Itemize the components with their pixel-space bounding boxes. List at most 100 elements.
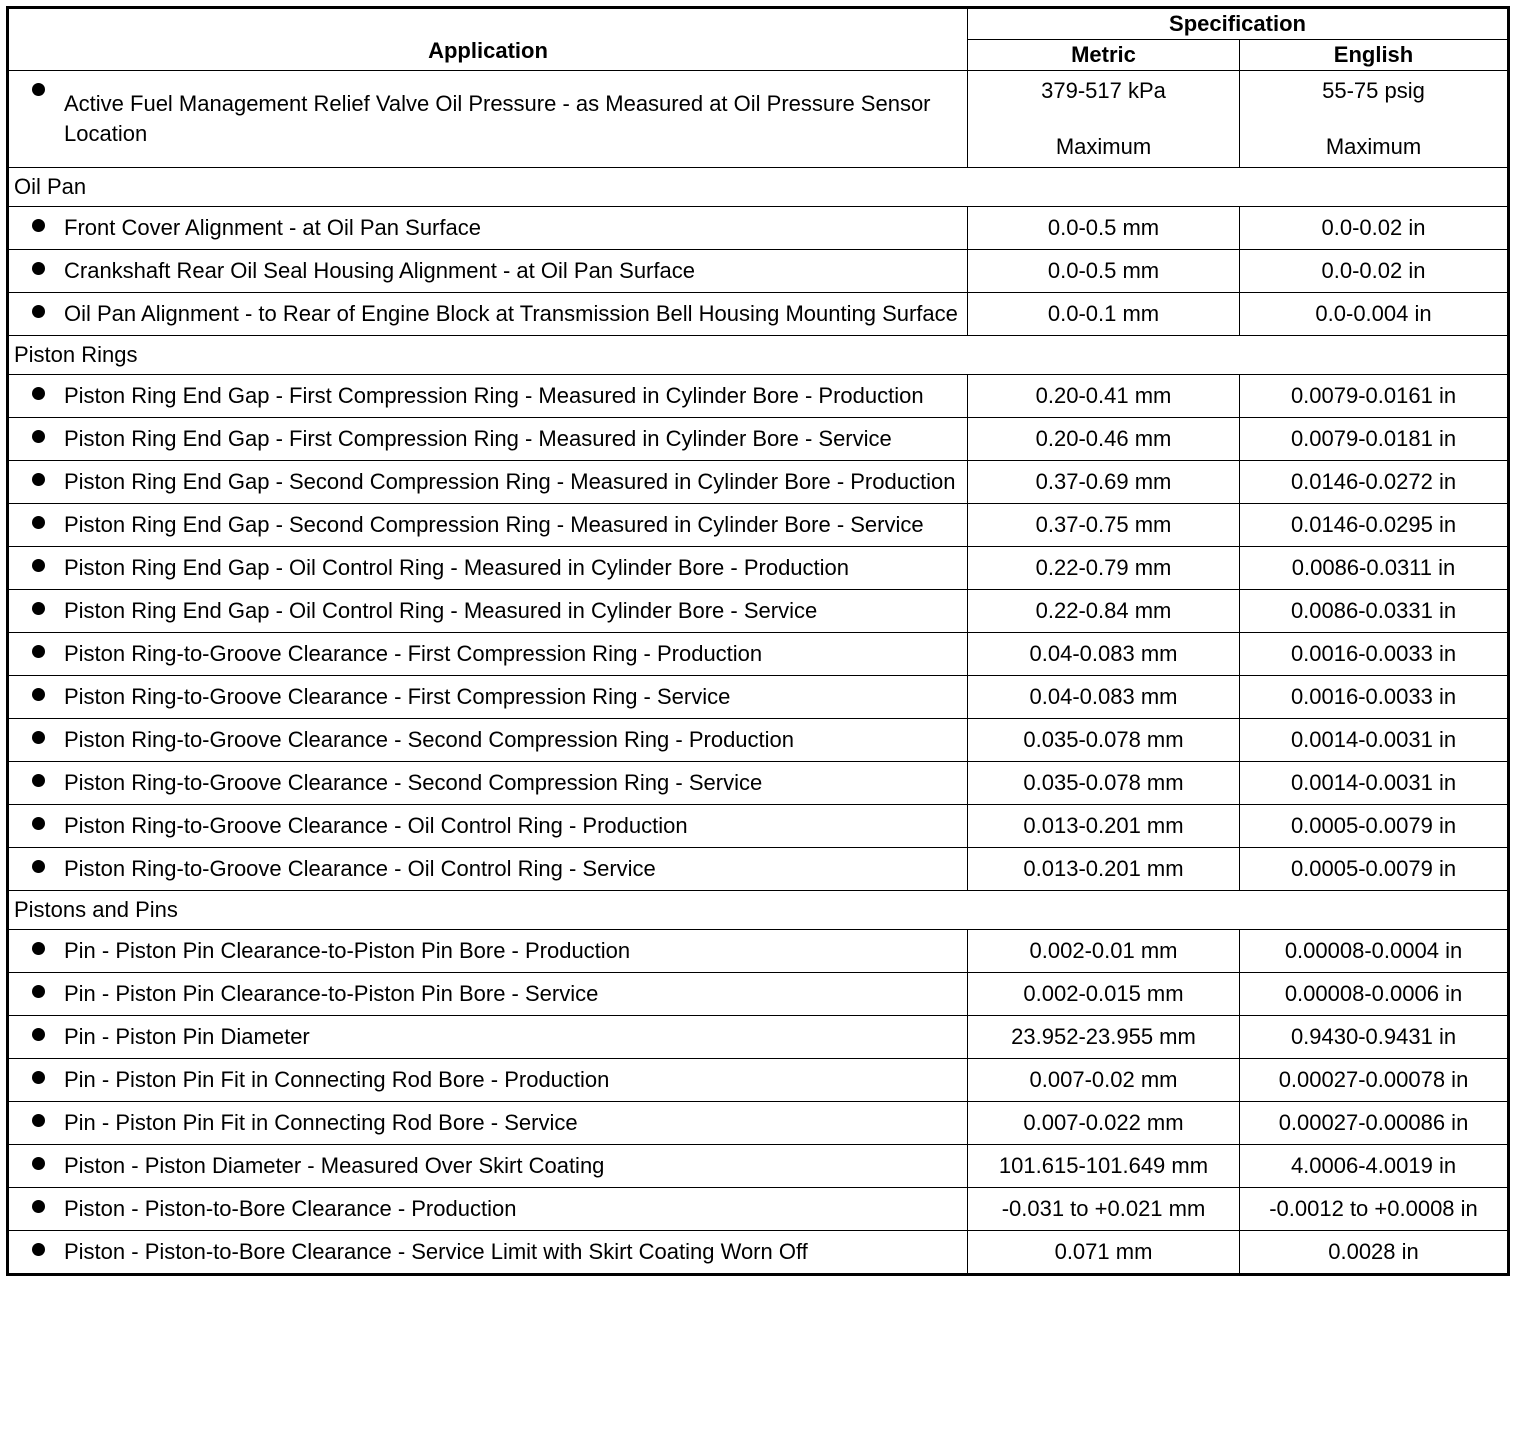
bullet-icon (32, 1114, 45, 1127)
table-row: Oil Pan Alignment - to Rear of Engine Bl… (7, 292, 1510, 336)
metric-cell: 0.002-0.01 mm (967, 929, 1240, 973)
bullet-icon (32, 1157, 45, 1170)
metric-value: 0.37-0.75 mm (1035, 512, 1172, 537)
bullet-icon (32, 942, 45, 955)
metric-value: 0.04-0.083 mm (1029, 641, 1178, 666)
metric-value: 0.20-0.46 mm (1035, 426, 1172, 451)
bullet-icon (32, 305, 45, 318)
english-cell: 0.0014-0.0031 in (1238, 718, 1510, 762)
english-value: 0.0028 in (1328, 1239, 1419, 1264)
application-cell: Piston Ring End Gap - First Compression … (7, 374, 968, 418)
table-row: Piston - Piston Diameter - Measured Over… (7, 1144, 1510, 1188)
english-value: 0.0079-0.0181 in (1290, 426, 1457, 451)
metric-value: 23.952-23.955 mm (1011, 1024, 1196, 1049)
metric-value: 0.04-0.083 mm (1029, 684, 1178, 709)
english-cell: 55-75 psig Maximum (1238, 70, 1510, 168)
application-cell: Active Fuel Management Relief Valve Oil … (7, 70, 968, 168)
metric-value: 0.22-0.79 mm (1035, 555, 1172, 580)
metric-value: 0.071 mm (1054, 1239, 1153, 1264)
bullet-icon (32, 387, 45, 400)
metric-value: 0.002-0.01 mm (1029, 938, 1178, 963)
metric-cell: 0.04-0.083 mm (967, 632, 1240, 676)
metric-note: Maximum (1055, 134, 1152, 159)
application-text: Active Fuel Management Relief Valve Oil … (64, 91, 931, 146)
english-value: 0.0014-0.0031 in (1290, 727, 1457, 752)
metric-value: 101.615-101.649 mm (998, 1153, 1209, 1178)
application-cell: Piston Ring End Gap - Second Compression… (7, 503, 968, 547)
table-row: Piston Ring End Gap - First Compression … (7, 417, 1510, 461)
application-text: Pin - Piston Pin Clearance-to-Piston Pin… (64, 938, 631, 963)
english-cell: 0.0016-0.0033 in (1238, 632, 1510, 676)
metric-cell: 0.20-0.41 mm (967, 374, 1240, 418)
application-text: Crankshaft Rear Oil Seal Housing Alignme… (64, 258, 695, 283)
table-row: Crankshaft Rear Oil Seal Housing Alignme… (7, 249, 1510, 293)
table-row: Piston Ring-to-Groove Clearance - Second… (7, 761, 1510, 805)
bullet-icon (32, 262, 45, 275)
bullet-icon (32, 688, 45, 701)
english-header: English (1238, 39, 1510, 71)
english-cell: 0.9430-0.9431 in (1238, 1015, 1510, 1059)
english-value: 0.0014-0.0031 in (1290, 770, 1457, 795)
specification-table: Application Specification Metric English… (6, 6, 1511, 1276)
metric-cell: 23.952-23.955 mm (967, 1015, 1240, 1059)
table-row: Piston - Piston-to-Bore Clearance - Serv… (7, 1230, 1510, 1275)
metric-cell: 379-517 kPa Maximum (967, 70, 1240, 168)
application-text: Piston Ring-to-Groove Clearance - First … (64, 641, 763, 666)
bullet-icon (32, 473, 45, 486)
english-value: 0.0-0.02 in (1321, 215, 1426, 240)
bullet-icon (32, 602, 45, 615)
table-row: Piston Ring End Gap - Second Compression… (7, 503, 1510, 547)
metric-value: 0.007-0.022 mm (1023, 1110, 1184, 1135)
application-text: Piston Ring-to-Groove Clearance - Second… (64, 727, 795, 752)
application-cell: Piston - Piston-to-Bore Clearance - Serv… (7, 1230, 968, 1275)
application-text: Piston Ring End Gap - First Compression … (64, 383, 924, 408)
application-cell: Piston Ring-to-Groove Clearance - Second… (7, 718, 968, 762)
section-label: Piston Rings (6, 335, 1510, 375)
english-value: 4.0006-4.0019 in (1290, 1153, 1457, 1178)
english-cell: 0.0-0.02 in (1238, 249, 1510, 293)
metric-value: -0.031 to +0.021 mm (1001, 1196, 1206, 1221)
section-row: Piston Rings (6, 335, 1510, 375)
table-row: Piston Ring-to-Groove Clearance - Second… (7, 718, 1510, 762)
table-row: Piston Ring End Gap - Oil Control Ring -… (7, 546, 1510, 590)
section-row: Pistons and Pins (6, 890, 1510, 930)
metric-cell: 0.007-0.02 mm (967, 1058, 1240, 1102)
application-text: Pin - Piston Pin Fit in Connecting Rod B… (64, 1110, 578, 1135)
application-cell: Pin - Piston Pin Fit in Connecting Rod B… (7, 1058, 968, 1102)
metric-value: 0.0-0.1 mm (1047, 301, 1160, 326)
bullet-icon (32, 985, 45, 998)
metric-header: Metric (967, 39, 1240, 71)
table-row: Piston Ring End Gap - First Compression … (7, 374, 1510, 418)
metric-cell: 0.013-0.201 mm (967, 804, 1240, 848)
bullet-icon (32, 430, 45, 443)
metric-cell: 0.20-0.46 mm (967, 417, 1240, 461)
application-text: Piston Ring-to-Groove Clearance - Second… (64, 770, 763, 795)
bullet-icon (32, 645, 45, 658)
table-row: Pin - Piston Pin Clearance-to-Piston Pin… (7, 972, 1510, 1016)
application-cell: Piston Ring-to-Groove Clearance - Oil Co… (7, 847, 968, 891)
english-cell: 0.0146-0.0295 in (1238, 503, 1510, 547)
application-text: Pin - Piston Pin Clearance-to-Piston Pin… (64, 981, 599, 1006)
application-cell: Piston Ring End Gap - Second Compression… (7, 460, 968, 504)
application-text: Front Cover Alignment - at Oil Pan Surfa… (64, 215, 481, 240)
application-cell: Front Cover Alignment - at Oil Pan Surfa… (7, 206, 968, 250)
english-value: 0.0005-0.0079 in (1290, 856, 1457, 881)
application-cell: Piston - Piston-to-Bore Clearance - Prod… (7, 1187, 968, 1231)
english-cell: 0.00027-0.00078 in (1238, 1058, 1510, 1102)
bullet-icon (32, 1071, 45, 1084)
metric-cell: -0.031 to +0.021 mm (967, 1187, 1240, 1231)
bullet-icon (32, 516, 45, 529)
english-value: 0.0086-0.0311 in (1291, 555, 1456, 580)
english-cell: 0.0086-0.0311 in (1238, 546, 1510, 590)
metric-cell: 0.22-0.79 mm (967, 546, 1240, 590)
table-row: Piston Ring-to-Groove Clearance - Oil Co… (7, 804, 1510, 848)
application-cell: Piston Ring End Gap - Oil Control Ring -… (7, 589, 968, 633)
english-cell: 0.0016-0.0033 in (1238, 675, 1510, 719)
english-value: 0.0016-0.0033 in (1290, 684, 1457, 709)
english-value: 0.00027-0.00078 in (1278, 1067, 1469, 1092)
application-cell: Piston Ring-to-Groove Clearance - First … (7, 675, 968, 719)
application-cell: Pin - Piston Pin Clearance-to-Piston Pin… (7, 929, 968, 973)
application-cell: Piston - Piston Diameter - Measured Over… (7, 1144, 968, 1188)
english-cell: 0.0146-0.0272 in (1238, 460, 1510, 504)
english-cell: 0.0079-0.0181 in (1238, 417, 1510, 461)
